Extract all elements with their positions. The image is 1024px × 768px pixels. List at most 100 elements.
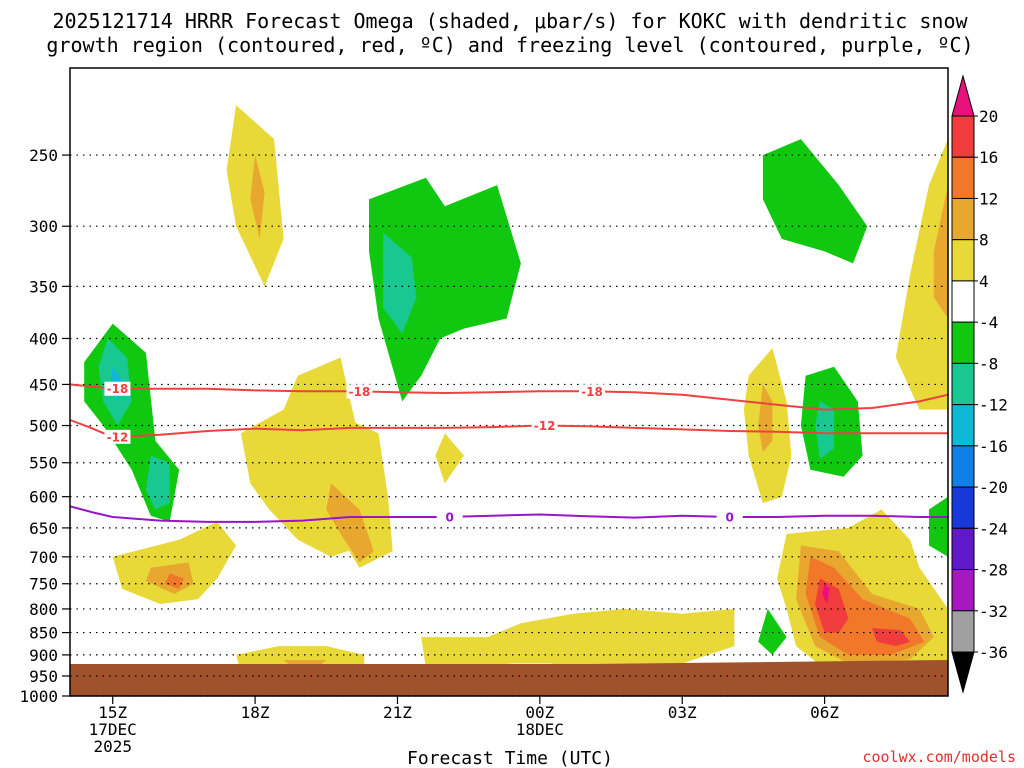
colorbar-bottom-arrow bbox=[951, 651, 975, 694]
colorbar-label-8: -16 bbox=[979, 437, 1008, 456]
ytick-label-350: 350 bbox=[29, 277, 58, 296]
omega-region-yellow-diamond-22z bbox=[435, 433, 464, 484]
omega-region-green-low-04z bbox=[758, 608, 787, 655]
contour-label-dgz-minus12-0: -12 bbox=[107, 430, 129, 444]
omega-region-orange-top-18z bbox=[250, 155, 265, 239]
colorbar-bin-7 bbox=[951, 362, 975, 406]
omega-region-teal-upper-21z bbox=[383, 232, 417, 334]
ytick-label-750: 750 bbox=[29, 575, 58, 594]
xtick-label-15Z: 15Z bbox=[98, 703, 127, 722]
ytick-label-700: 700 bbox=[29, 548, 58, 567]
contour-label-freezing-level-1: 0 bbox=[726, 510, 734, 524]
terrain-shading bbox=[70, 660, 948, 696]
contour-label-dgz-minus18-1: -18 bbox=[349, 385, 371, 399]
ytick-label-850: 850 bbox=[29, 624, 58, 643]
ytick-label-450: 450 bbox=[29, 375, 58, 394]
colorbar-label-2: 12 bbox=[979, 189, 998, 208]
contour-label-bg-dgz-minus12-0 bbox=[104, 429, 131, 444]
colorbar-bin-9 bbox=[951, 445, 975, 488]
contour-label-bg-dgz-minus18-2 bbox=[579, 384, 606, 399]
colorbar-label-5: -4 bbox=[979, 313, 998, 332]
omega-region-magenta-core bbox=[822, 583, 830, 604]
xtick-label-00Z: 00Z bbox=[525, 703, 554, 722]
omega-region-teal-mid-05z bbox=[815, 401, 835, 460]
colorbar-label-3: 8 bbox=[979, 231, 989, 250]
omega-region-yellow-low-00z bbox=[421, 608, 735, 672]
xtick-label-21Z: 21Z bbox=[383, 703, 412, 722]
omega-region-yellow-low-left bbox=[112, 521, 237, 604]
contour-dgz-minus12 bbox=[69, 419, 948, 439]
omega-region-green-upper-21z bbox=[369, 177, 521, 402]
ytick-label-550: 550 bbox=[29, 454, 58, 473]
colorbar-bin-13 bbox=[951, 610, 975, 653]
omega-shading-layer bbox=[84, 105, 948, 681]
colorbar-bin-12 bbox=[951, 569, 975, 612]
contour-label-dgz-minus18-0: -18 bbox=[107, 382, 129, 396]
colorbar-label-7: -12 bbox=[979, 396, 1008, 415]
colorbar-bin-2 bbox=[951, 156, 975, 199]
temperature-contours: -18 -18 -18 -12 -12 0 0 bbox=[69, 381, 949, 524]
contour-label-bg-dgz-minus12-1 bbox=[531, 418, 558, 433]
title-line-2: growth region (contoured, red, ºC) and f… bbox=[46, 33, 973, 57]
contour-label-bg-dgz-minus18-0 bbox=[104, 381, 131, 396]
credit-link[interactable]: coolwx.com/models bbox=[862, 748, 1016, 766]
ytick-label-500: 500 bbox=[29, 417, 58, 436]
ytick-label-1000: 1000 bbox=[19, 687, 58, 706]
colorbar: 20 16 12 8 4 -4 -8 -12 -16 -20 -24 -28 -32 -36 bbox=[951, 74, 1008, 694]
contour-dgz-minus18 bbox=[69, 383, 949, 411]
contour-label-freezing-level-0: 0 bbox=[445, 510, 453, 524]
omega-region-orange-lowmid bbox=[326, 483, 374, 563]
contour-label-dgz-minus12-1: -12 bbox=[534, 419, 556, 433]
plot-frame bbox=[69, 67, 949, 697]
colorbar-label-10: -24 bbox=[979, 519, 1008, 538]
xtick-label-17DEC: 17DEC bbox=[89, 720, 137, 739]
colorbar-label-0: 20 bbox=[979, 107, 998, 126]
colorbar-bin-5 bbox=[951, 280, 975, 323]
colorbar-label-6: -8 bbox=[979, 354, 998, 373]
contour-label-bg-freezing-level-0 bbox=[436, 509, 463, 524]
omega-region-green-right-edge bbox=[929, 496, 948, 557]
contour-label-bg-dgz-minus18-1 bbox=[346, 384, 373, 399]
ytick-label-250: 250 bbox=[29, 146, 58, 165]
omega-region-red-low-0730z bbox=[872, 628, 910, 647]
omega-region-yellow-upper-right bbox=[895, 139, 948, 410]
colorbar-bin-3 bbox=[951, 197, 975, 241]
ytick-label-300: 300 bbox=[29, 217, 58, 236]
colorbar-label-4: 4 bbox=[979, 272, 989, 291]
colorbar-bin-11 bbox=[951, 527, 975, 571]
xtick-label-18Z: 18Z bbox=[241, 703, 270, 722]
omega-region-green-upper-06z bbox=[762, 139, 868, 264]
colorbar-bin-6 bbox=[951, 321, 975, 364]
contour-label-dgz-minus18-2: -18 bbox=[581, 385, 603, 399]
ytick-label-950: 950 bbox=[29, 667, 58, 686]
xtick-label-2025: 2025 bbox=[93, 737, 132, 756]
colorbar-bin-4 bbox=[951, 239, 975, 282]
colorbar-label-12: -32 bbox=[979, 602, 1008, 621]
omega-region-teal-lower-left bbox=[145, 455, 170, 510]
y-axis: 250 300 350 400 450 500 550 600 650 700 750 800 850 9… bbox=[19, 146, 70, 706]
omega-region-red-low-left bbox=[164, 573, 184, 589]
contour-label-bg-freezing-level-1 bbox=[716, 509, 743, 524]
ytick-label-800: 800 bbox=[29, 600, 58, 619]
colorbar-bin-10 bbox=[951, 486, 975, 529]
omega-region-orange-upper-right bbox=[933, 185, 948, 319]
terrain-layer bbox=[70, 660, 948, 696]
colorbar-top-arrow bbox=[951, 74, 975, 117]
title-line-1: 2025121714 HRRR Forecast Omega (shaded, … bbox=[52, 9, 968, 33]
colorbar-bin-8 bbox=[951, 404, 975, 447]
ytick-label-650: 650 bbox=[29, 519, 58, 538]
xtick-label-18DEC: 18DEC bbox=[516, 720, 564, 739]
colorbar-label-9: -20 bbox=[979, 478, 1008, 497]
xtick-label-03Z: 03Z bbox=[668, 703, 697, 722]
omega-region-yellow-mid-18z bbox=[312, 409, 393, 568]
contour-freezing-level bbox=[69, 505, 948, 523]
colorbar-label-13: -36 bbox=[979, 643, 1008, 662]
ytick-label-900: 900 bbox=[29, 646, 58, 665]
omega-region-orange-mid-03z bbox=[758, 384, 773, 452]
xtick-label-06Z: 06Z bbox=[810, 703, 839, 722]
ytick-label-400: 400 bbox=[29, 329, 58, 348]
x-axis-title: Forecast Time (UTC) bbox=[407, 748, 613, 768]
colorbar-label-1: 16 bbox=[979, 148, 998, 167]
